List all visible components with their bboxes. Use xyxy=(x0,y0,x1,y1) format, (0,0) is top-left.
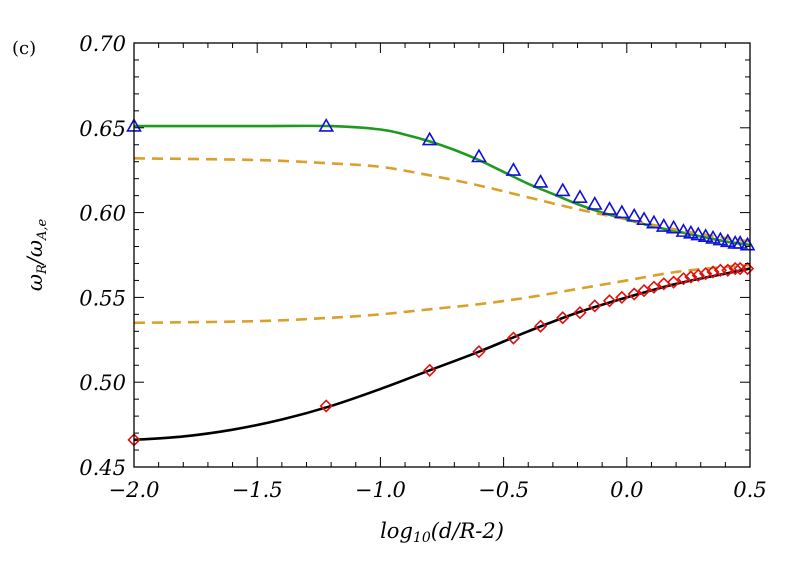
y-tick-label: 0.65 xyxy=(79,117,126,141)
triangle-marker xyxy=(739,236,756,251)
x-tick-label: −2.0 xyxy=(109,478,160,502)
y-tick-label: 0.70 xyxy=(79,32,126,56)
diamond-marker xyxy=(740,261,755,276)
y-tick-label: 0.55 xyxy=(79,286,126,310)
triangle-marker xyxy=(719,233,736,248)
triangle-marker xyxy=(690,226,707,241)
svg-text:ωR/ωA,e: ωR/ωA,e xyxy=(23,219,50,292)
x-axis-title-rest: (d/R-2) xyxy=(431,519,504,543)
diamond-marker xyxy=(721,263,735,277)
tick-labels: −2.0 −1.5 −1.0 −0.5 0.0 0.5 0.45 0.50 0.55 0.60 0.… xyxy=(79,32,766,502)
triangle-marker xyxy=(532,173,549,188)
triangle-marker xyxy=(613,204,630,219)
triangle-marker xyxy=(318,117,335,132)
diamond-marker xyxy=(556,311,570,325)
diamond-marker xyxy=(423,363,437,377)
triangle-marker xyxy=(636,211,652,226)
diamond-marker xyxy=(728,261,742,276)
diamond-marker xyxy=(319,399,333,413)
triangle-marker xyxy=(586,196,603,210)
y-axis-title-num: ω xyxy=(23,274,47,291)
triangle-marker xyxy=(471,148,487,163)
diamond-marker xyxy=(676,272,691,286)
x-tick-label: 0.0 xyxy=(610,478,643,502)
triangle-marker xyxy=(421,131,438,146)
triangle-marker xyxy=(682,224,699,239)
series-line-2 xyxy=(134,263,750,325)
diamond-marker xyxy=(573,306,587,320)
marker-series-5 xyxy=(127,261,755,447)
series-line-3 xyxy=(134,267,750,442)
y-tick-label: 0.50 xyxy=(79,371,126,395)
diamond-marker xyxy=(706,265,720,279)
y-axis-title-num-sub: R xyxy=(35,264,50,275)
triangle-marker xyxy=(601,201,618,215)
x-axis-title: log10(d/R-2) xyxy=(380,519,504,546)
triangle-marker xyxy=(572,189,588,204)
x-axis-title-base: log xyxy=(380,519,413,543)
diamond-marker xyxy=(506,331,521,345)
diamond-marker xyxy=(627,287,641,301)
diamond-marker xyxy=(533,319,548,333)
series-lines xyxy=(134,124,750,442)
plot-area xyxy=(126,117,756,447)
axis-ticks xyxy=(133,42,751,468)
series-line-1 xyxy=(134,157,750,243)
triangle-marker xyxy=(646,214,662,229)
y-axis-title: ωR/ωA,e xyxy=(23,219,50,292)
y-axis-title-den-sub: A,e xyxy=(35,219,50,242)
diamond-marker xyxy=(647,280,661,294)
triangle-marker xyxy=(675,223,692,237)
triangle-marker xyxy=(655,218,672,232)
diamond-marker xyxy=(699,267,713,281)
triangle-marker xyxy=(665,219,682,234)
x-tick-label: 0.5 xyxy=(733,478,766,502)
diamond-marker xyxy=(666,275,681,289)
triangle-marker xyxy=(712,231,729,246)
diamond-marker xyxy=(615,290,629,305)
diamond-marker xyxy=(637,283,651,298)
x-tick-label: −1.5 xyxy=(232,478,283,502)
y-tick-label: 0.60 xyxy=(79,202,126,226)
series-line-0 xyxy=(134,124,750,247)
diamond-marker xyxy=(602,294,617,308)
y-axis-title-den: ω xyxy=(23,240,47,257)
triangle-marker xyxy=(626,207,643,222)
x-tick-label: −1.0 xyxy=(355,478,406,502)
diamond-marker xyxy=(472,345,486,359)
plot-frame xyxy=(133,42,751,468)
triangle-marker xyxy=(697,228,714,243)
marker-series-4 xyxy=(126,117,756,251)
diamond-marker xyxy=(684,270,698,284)
diamond-marker xyxy=(588,299,602,313)
triangle-marker xyxy=(705,229,721,244)
triangle-marker xyxy=(554,182,571,197)
diamond-marker xyxy=(691,268,705,282)
y-axis-title-slash: / xyxy=(23,255,47,266)
x-tick-label: −0.5 xyxy=(478,478,529,502)
triangle-marker xyxy=(505,162,522,176)
panel-label: (c) xyxy=(12,38,36,59)
y-tick-label: 0.45 xyxy=(79,456,126,480)
triangle-marker xyxy=(732,235,749,249)
x-axis-title-subscript: 10 xyxy=(413,530,431,546)
